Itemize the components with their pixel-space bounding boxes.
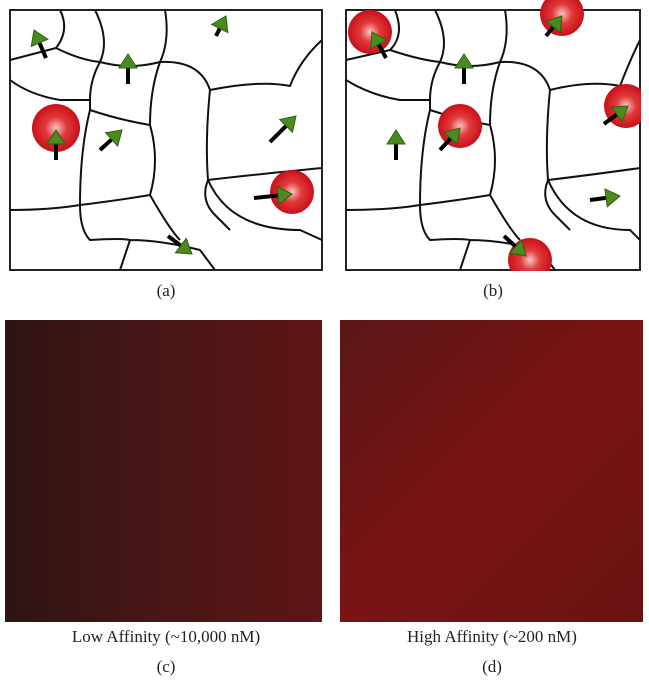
- panel-b: (b): [346, 0, 649, 300]
- arrow-shaft: [590, 198, 606, 200]
- panel-c: Low Affinity (~10,000 nM) (c): [5, 320, 322, 676]
- micrograph: [340, 320, 643, 622]
- mask: [500, 271, 560, 285]
- binding-spot: [270, 170, 314, 214]
- figure: (a) (b) Low Affinity (~10,000 nM) (c) Hi…: [0, 0, 649, 682]
- mask: [641, 0, 649, 140]
- panel-label: (c): [157, 657, 176, 676]
- panel-label: (a): [157, 281, 176, 300]
- panel-caption: Low Affinity (~10,000 nM): [72, 627, 260, 646]
- panel-label: (b): [483, 281, 503, 300]
- arrow-shaft: [254, 195, 278, 198]
- binding-spot: [438, 104, 482, 148]
- binding-spot: [348, 10, 392, 54]
- panel-label: (d): [482, 657, 502, 676]
- panel-a: (a): [10, 10, 322, 300]
- panel-caption: High Affinity (~200 nM): [407, 627, 577, 646]
- panel-d: High Affinity (~200 nM) (d): [340, 320, 643, 676]
- micrograph: [5, 320, 322, 622]
